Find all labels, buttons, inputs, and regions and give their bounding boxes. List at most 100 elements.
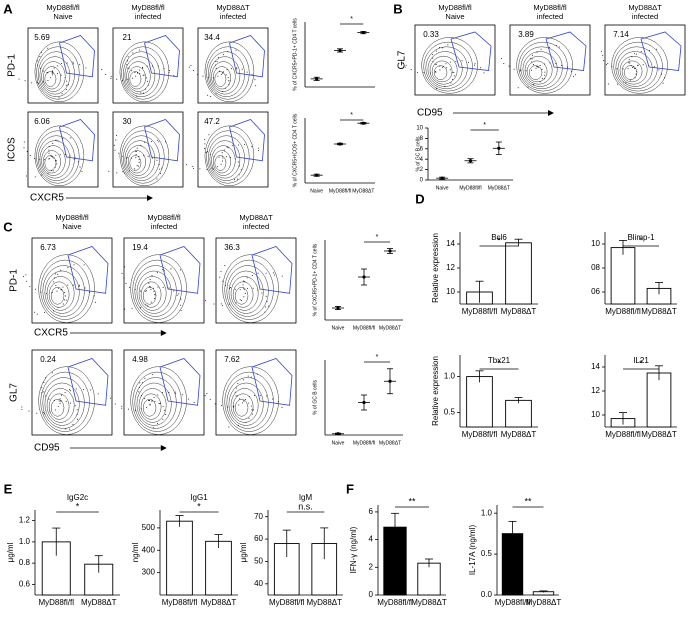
- event-dot: [147, 155, 149, 157]
- event-dot: [648, 50, 650, 52]
- event-dot: [54, 277, 56, 279]
- contour-line: [226, 377, 269, 429]
- event-dot: [246, 287, 248, 289]
- event-dot: [237, 161, 239, 163]
- gate-value: 21: [123, 33, 132, 42]
- column-header: Naive: [53, 12, 72, 21]
- gate-value: 3.89: [518, 30, 534, 39]
- event-dot: [62, 303, 64, 305]
- x-tick-label: MyD88fl/fl: [353, 440, 375, 446]
- event-dot: [238, 144, 240, 146]
- x-tick-label: Naive: [332, 440, 345, 446]
- significance-label: *: [497, 235, 501, 245]
- contour-line: [44, 270, 80, 314]
- event-dot: [237, 178, 239, 180]
- contour-line: [212, 150, 231, 174]
- y-tick-label: 4: [420, 157, 424, 163]
- x-tick-label: MyD88fl/fl: [495, 598, 531, 607]
- event-dot: [152, 65, 154, 67]
- x-tick-label: MyD88ΔT: [379, 440, 401, 446]
- event-dot: [159, 402, 161, 404]
- event-dot: [538, 66, 540, 68]
- x-tick-label: MyD88ΔT: [641, 307, 677, 316]
- x-marker: CD95: [417, 108, 443, 119]
- chart-title: Bcl6: [491, 233, 507, 242]
- event-dot: [151, 374, 153, 376]
- event-dot: [246, 71, 248, 73]
- event-dot: [661, 73, 663, 75]
- event-dot: [64, 299, 66, 301]
- contour-line: [42, 265, 85, 317]
- event-dot: [44, 311, 46, 313]
- event-dot: [124, 266, 126, 268]
- event-dot: [400, 61, 402, 63]
- x-tick-label: MyD88fl/fl: [605, 307, 641, 316]
- event-dot: [274, 274, 276, 276]
- column-header: MyD88fl/fl: [55, 213, 89, 222]
- event-dot: [267, 305, 269, 307]
- y-tick-label: 400: [142, 545, 156, 554]
- event-dot: [51, 74, 53, 76]
- row-marker: ICOS: [7, 137, 18, 162]
- event-dot: [53, 67, 55, 69]
- event-dot: [34, 176, 36, 178]
- event-dot: [51, 372, 53, 374]
- event-dot: [245, 421, 247, 423]
- event-dot: [36, 313, 38, 315]
- row-marker: GL7: [9, 383, 20, 402]
- y-tick-label: 10: [446, 287, 455, 296]
- event-dot: [240, 299, 242, 301]
- event-dot: [445, 63, 447, 65]
- column-header: Naive: [445, 12, 464, 21]
- event-dot: [541, 78, 543, 80]
- significance-label: *: [483, 122, 486, 129]
- event-dot: [461, 60, 463, 62]
- event-dot: [216, 61, 218, 63]
- event-dot: [611, 66, 613, 68]
- column-header: infected: [243, 222, 269, 231]
- event-dot: [58, 400, 60, 402]
- x-tick-label: MyD88fl/fl: [605, 430, 641, 439]
- y-axis-label: % of CXCR5+PD-1+ CD4 T cells: [292, 18, 298, 91]
- event-dot: [139, 49, 141, 51]
- contour-plot: [23, 125, 85, 187]
- y-tick-label: 0.6: [19, 579, 31, 588]
- event-dot: [607, 83, 609, 85]
- gate: [640, 31, 682, 71]
- event-dot: [132, 52, 134, 54]
- event-dot: [125, 157, 127, 159]
- event-dot: [241, 68, 243, 70]
- contour-plot: [21, 366, 99, 435]
- event-dot: [24, 80, 26, 82]
- contour-line: [130, 254, 187, 323]
- bar: [466, 376, 493, 428]
- event-dot: [224, 284, 226, 286]
- event-dot: [76, 418, 78, 420]
- event-dot: [632, 66, 634, 68]
- significance-label: *: [350, 16, 353, 23]
- event-dot: [47, 80, 49, 82]
- event-dot: [531, 61, 533, 63]
- event-dot: [41, 392, 43, 394]
- event-dot: [635, 73, 637, 75]
- column-header: infected: [135, 12, 161, 21]
- event-dot: [76, 409, 78, 411]
- event-dot: [114, 149, 116, 151]
- event-dot: [258, 149, 260, 151]
- x-tick-label: MyD88ΔT: [488, 185, 510, 191]
- event-dot: [145, 88, 147, 90]
- event-dot: [22, 276, 24, 278]
- event-dot: [558, 46, 560, 48]
- event-dot: [240, 169, 242, 171]
- event-dot: [64, 292, 66, 294]
- bar: [205, 540, 232, 596]
- event-dot: [73, 63, 75, 65]
- event-dot: [57, 306, 59, 308]
- contour-line: [526, 60, 548, 83]
- plot-frame: [31, 237, 113, 324]
- event-dot: [44, 159, 46, 161]
- event-dot: [70, 137, 72, 139]
- event-dot: [616, 68, 618, 70]
- event-dot: [161, 269, 163, 271]
- chart-title: IgG1: [190, 493, 208, 502]
